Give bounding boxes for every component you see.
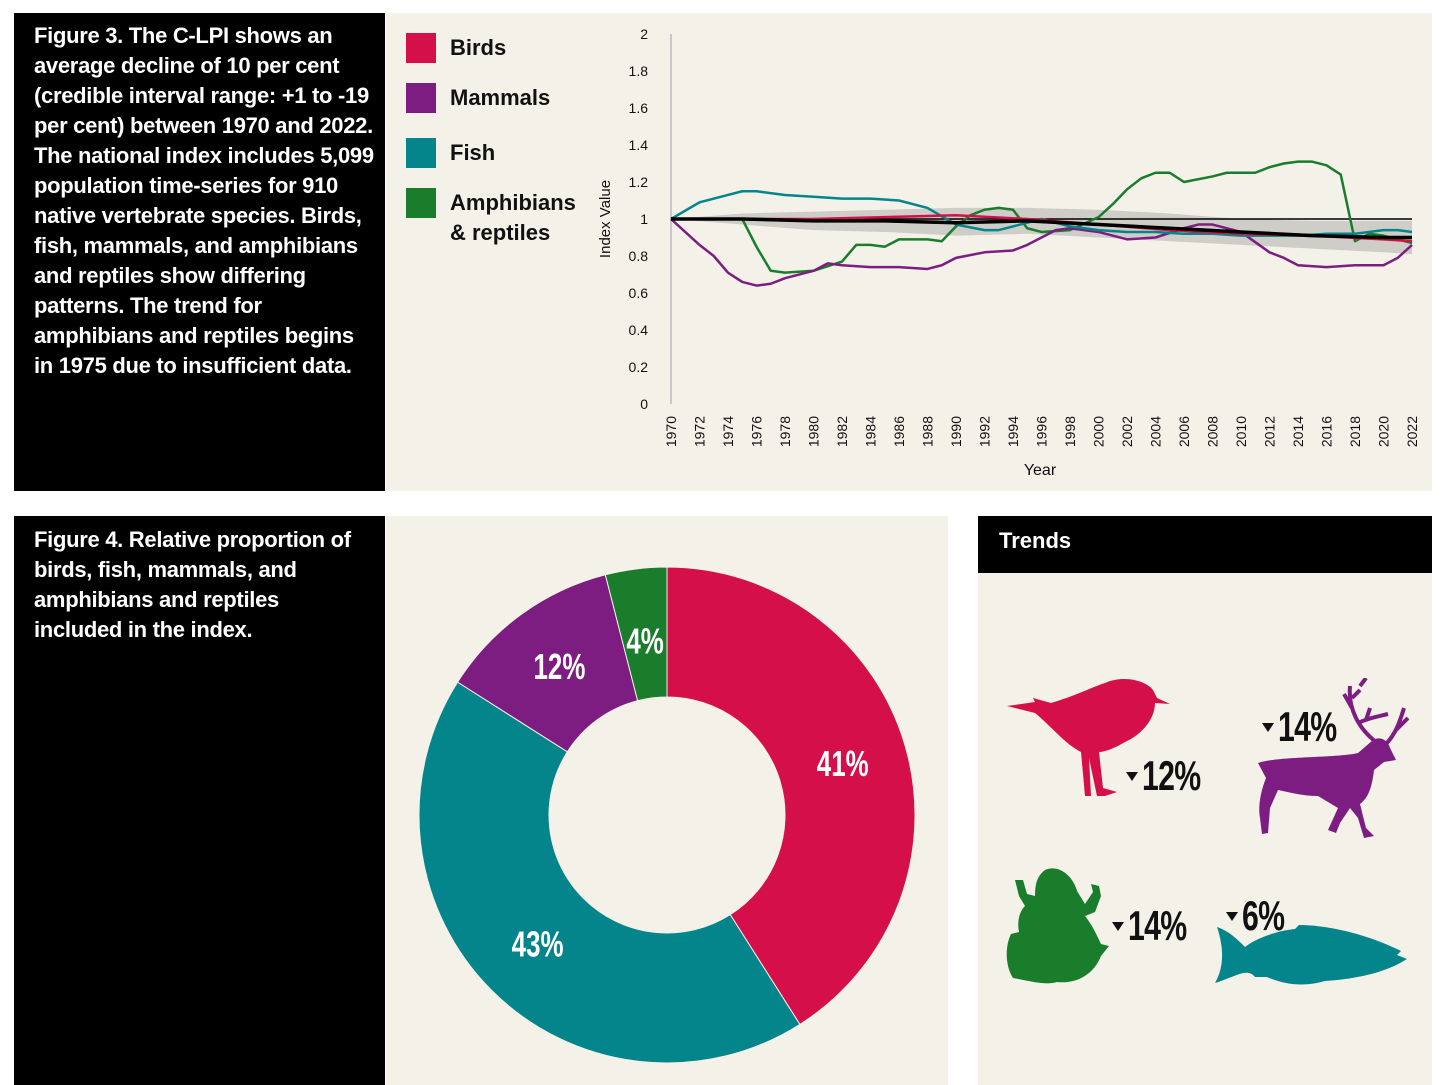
donut-label: 12% [534, 647, 586, 687]
legend-mammals: Mammals [406, 83, 550, 113]
series-line-c-lpi [671, 217, 1412, 240]
line-chart: 0 0.2 0.4 0.6 0.8 1 1.2 1.4 1.6 1.8 2 1970 1972 1974 1… [597, 26, 1420, 479]
x-tick-label: 1998 [1062, 416, 1078, 447]
fish-icon [1215, 925, 1407, 985]
donut-slice-birds [666, 566, 916, 1026]
y-tick-label: 0.4 [629, 322, 649, 338]
down-arrow-icon [1262, 722, 1274, 732]
x-tick-label: 1990 [948, 416, 964, 447]
legend-swatch [406, 33, 436, 63]
x-tick-label: 2010 [1233, 416, 1249, 447]
x-tick-label: 2004 [1148, 416, 1164, 447]
y-tick-label: 1.2 [629, 174, 649, 190]
x-axis-title: Year [1024, 462, 1057, 479]
bird-icon [1007, 679, 1170, 796]
legend-swatch [406, 138, 436, 168]
y-axis-title: Index Value [597, 180, 614, 258]
figure4-caption-panel: Figure 4. Relative proportion of birds, … [14, 516, 385, 1085]
x-tick-label: 1970 [663, 416, 679, 447]
legend-swatch [406, 188, 436, 218]
legend-label: Fish [450, 140, 496, 165]
series-line-amphibians-reptiles [741, 160, 1413, 274]
legend-label: Mammals [450, 85, 551, 110]
y-tick-label: 0.8 [629, 248, 649, 264]
donut-chart-panel: 41% 43% 12% 4% [386, 516, 948, 1085]
x-tick-label: 2008 [1205, 416, 1221, 447]
y-tick-label: 1.4 [629, 137, 649, 153]
x-tick-label: 2016 [1319, 416, 1335, 447]
donut-chart: 41% 43% 12% 4% [418, 566, 916, 1064]
x-tick-label: 1972 [692, 416, 708, 447]
x-tick-label: 2002 [1119, 416, 1135, 447]
line-chart-panel: Birds Mammals Fish Amphibians & reptiles … [386, 13, 1432, 491]
x-tick-label: 2006 [1176, 416, 1192, 447]
x-tick-label: 1992 [977, 416, 993, 447]
trend-fish: 6% [1226, 892, 1301, 940]
figure3-caption-panel: Figure 3. The C-LPI shows an average dec… [14, 13, 385, 491]
x-tick-label: 2000 [1091, 416, 1107, 447]
trends-title: Trends [999, 528, 1072, 553]
legend-swatch [406, 83, 436, 113]
donut-slice-mammals [456, 574, 639, 753]
x-tick-label: 1988 [920, 416, 936, 447]
legend-label: Amphibians & reptiles [450, 190, 576, 245]
trends-header: Trends [978, 516, 1432, 573]
caribou-icon [1258, 678, 1410, 838]
donut-slice-amphibians-reptiles [604, 566, 668, 702]
y-tick-label: 0.6 [629, 285, 649, 301]
legend-birds: Birds [406, 33, 506, 63]
legend-amphibians: Amphibians & reptiles [406, 188, 576, 248]
donut-label: 4% [626, 621, 664, 661]
trend-amphibians: 14% [1112, 902, 1209, 950]
y-tick-label: 1.8 [629, 63, 649, 79]
x-tick-label: 1974 [720, 416, 736, 447]
x-tick-label: 2018 [1347, 416, 1363, 447]
figure4-caption: Figure 4. Relative proportion of birds, … [34, 527, 351, 642]
donut-label: 43% [512, 924, 564, 964]
y-tick-label: 2 [640, 26, 648, 42]
frog-icon [1006, 868, 1109, 984]
donut-slice-fish [418, 681, 801, 1064]
trends-panel: Trends 12% 14% 14% 6% [978, 516, 1432, 1085]
x-tick-label: 1986 [891, 416, 907, 447]
x-tick-label: 2012 [1262, 416, 1278, 447]
y-tick-label: 0 [640, 396, 648, 412]
x-tick-label: 1976 [749, 416, 765, 447]
y-tick-label: 1.6 [629, 100, 649, 116]
y-tick-label: 1 [640, 211, 648, 227]
trend-birds: 12% [1126, 752, 1223, 800]
legend-fish: Fish [406, 138, 495, 168]
x-tick-label: 1996 [1034, 416, 1050, 447]
x-tick-label: 2020 [1376, 416, 1392, 447]
series-line-mammals [670, 218, 1413, 287]
x-tick-label: 1980 [806, 416, 822, 447]
legend-label: Birds [450, 35, 507, 60]
x-tick-label: 1984 [863, 416, 879, 447]
down-arrow-icon [1112, 921, 1124, 931]
down-arrow-icon [1226, 911, 1238, 921]
x-tick-label: 1994 [1005, 416, 1021, 447]
x-tick-label: 1978 [777, 416, 793, 447]
down-arrow-icon [1126, 771, 1138, 781]
y-tick-label: 0.2 [629, 359, 649, 375]
x-tick-label: 2022 [1404, 416, 1420, 447]
x-tick-label: 1982 [834, 416, 850, 447]
figure3-caption: Figure 3. The C-LPI shows an average dec… [34, 23, 374, 378]
donut-label: 41% [817, 744, 869, 784]
trend-mammals: 14% [1262, 703, 1359, 751]
x-tick-label: 2014 [1290, 416, 1306, 447]
